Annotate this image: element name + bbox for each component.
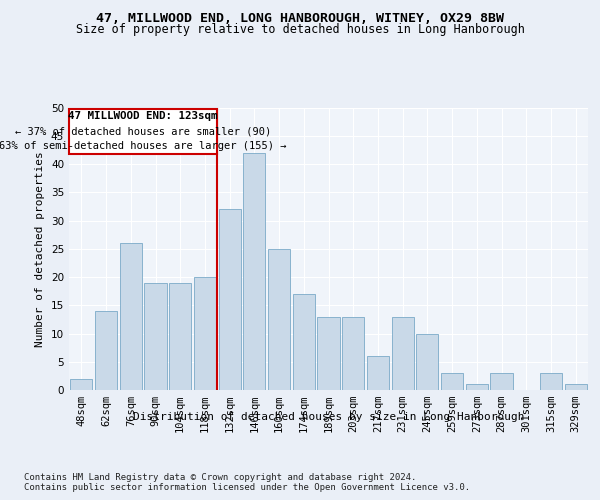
Bar [441, 373, 463, 390]
Text: 47 MILLWOOD END: 123sqm: 47 MILLWOOD END: 123sqm [68, 111, 218, 121]
Bar [540, 373, 562, 390]
Text: Size of property relative to detached houses in Long Hanborough: Size of property relative to detached ho… [76, 22, 524, 36]
Bar [95, 311, 117, 390]
Text: 63% of semi-detached houses are larger (155) →: 63% of semi-detached houses are larger (… [0, 142, 287, 152]
Bar [145, 282, 167, 390]
Bar [466, 384, 488, 390]
Bar [416, 334, 439, 390]
Bar [70, 378, 92, 390]
Bar [243, 152, 265, 390]
Bar [490, 373, 512, 390]
Text: ← 37% of detached houses are smaller (90): ← 37% of detached houses are smaller (90… [15, 126, 271, 136]
Bar [293, 294, 315, 390]
Bar [342, 316, 364, 390]
Text: 47, MILLWOOD END, LONG HANBOROUGH, WITNEY, OX29 8BW: 47, MILLWOOD END, LONG HANBOROUGH, WITNE… [96, 12, 504, 26]
Bar [317, 316, 340, 390]
Bar [169, 282, 191, 390]
Bar [268, 249, 290, 390]
Bar [565, 384, 587, 390]
Text: Contains public sector information licensed under the Open Government Licence v3: Contains public sector information licen… [24, 482, 470, 492]
Bar [218, 209, 241, 390]
Bar [367, 356, 389, 390]
Text: Contains HM Land Registry data © Crown copyright and database right 2024.: Contains HM Land Registry data © Crown c… [24, 472, 416, 482]
Text: Distribution of detached houses by size in Long Hanborough: Distribution of detached houses by size … [133, 412, 524, 422]
Y-axis label: Number of detached properties: Number of detached properties [35, 151, 46, 346]
Bar [392, 316, 414, 390]
Bar [119, 243, 142, 390]
Bar [194, 277, 216, 390]
FancyBboxPatch shape [70, 108, 217, 154]
